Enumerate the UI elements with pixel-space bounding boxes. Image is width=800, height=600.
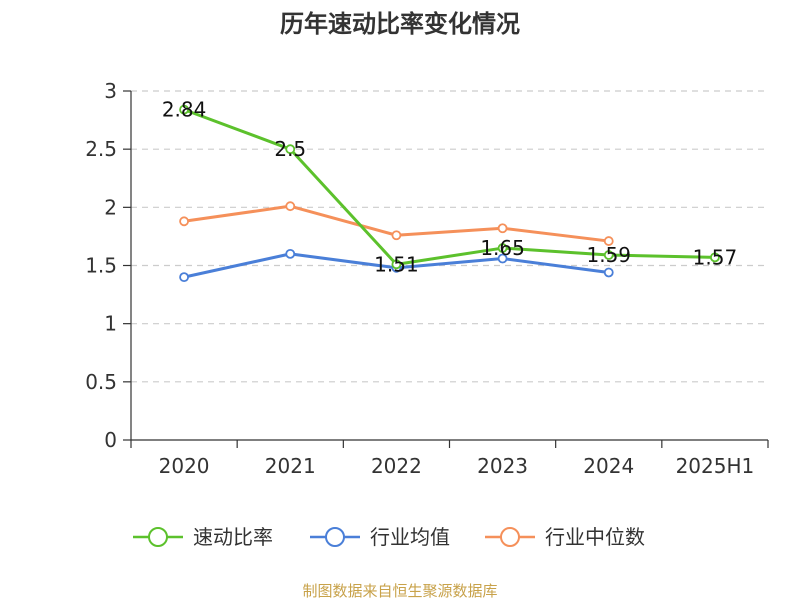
grid-lines	[131, 90, 768, 383]
y-tick-label: 1	[104, 312, 117, 336]
x-tick-label: 2022	[371, 454, 422, 478]
legend-item[interactable]: 行业中位数	[485, 525, 645, 549]
legend-item[interactable]: 行业均值	[310, 525, 450, 549]
data-point[interactable]	[285, 201, 296, 212]
x-tick-label: 2020	[159, 454, 210, 478]
data-label: 2.5	[274, 137, 306, 161]
legend-marker-icon	[325, 527, 345, 547]
data-point[interactable]	[179, 216, 189, 227]
legend-item[interactable]: 速动比率	[133, 525, 273, 549]
x-tick-label: 2024	[583, 454, 634, 478]
data-point[interactable]	[391, 259, 402, 270]
data-point[interactable]	[285, 248, 296, 259]
legend-label: 速动比率	[193, 525, 273, 549]
x-tick-label: 2021	[265, 454, 316, 478]
legend-label: 行业均值	[370, 525, 450, 549]
chart-title: 历年速动比率变化情况	[280, 10, 520, 38]
y-tick-label: 0.5	[85, 370, 117, 394]
axes: 0 0.5 1 1.5 2 2.5 3 2020 2021 2022 2023 2024 2025H1	[85, 79, 769, 478]
legend-marker-icon	[148, 527, 168, 547]
x-tick-label: 2023	[477, 454, 528, 478]
legend[interactable]: 速动比率 行业均值 行业中位数	[133, 525, 645, 549]
data-point[interactable]	[497, 223, 508, 234]
data-point[interactable]	[179, 272, 189, 283]
data-label: 1.57	[693, 245, 738, 269]
data-point[interactable]	[603, 267, 614, 278]
data-point[interactable]	[285, 144, 296, 155]
y-tick-label: 2	[104, 195, 117, 219]
data-point[interactable]	[497, 243, 508, 253]
y-tick-label: 3	[104, 79, 117, 103]
data-point[interactable]	[710, 252, 720, 263]
data-point[interactable]	[179, 104, 189, 115]
source-note: 制图数据来自恒生聚源数据库	[302, 582, 497, 600]
x-tick-label: 2025H1	[676, 454, 755, 478]
y-tick-label: 1.5	[85, 254, 117, 278]
data-label: 1.59	[586, 243, 631, 267]
series-line	[183, 108, 715, 266]
legend-label: 行业中位数	[545, 525, 645, 549]
data-point[interactable]	[497, 253, 508, 264]
legend-marker-icon	[500, 527, 520, 547]
data-labels: 2.84 2.5 1.51 1.65 1.59 1.57	[162, 98, 737, 277]
data-label: 1.65	[480, 236, 525, 260]
series-group	[179, 104, 720, 283]
data-point[interactable]	[391, 230, 402, 241]
y-tick-label: 2.5	[85, 137, 117, 161]
data-label: 2.84	[162, 98, 207, 122]
data-point[interactable]	[603, 236, 614, 246]
data-point[interactable]	[603, 250, 614, 260]
data-label: 1.51	[374, 252, 419, 276]
y-tick-label: 0	[104, 428, 117, 452]
